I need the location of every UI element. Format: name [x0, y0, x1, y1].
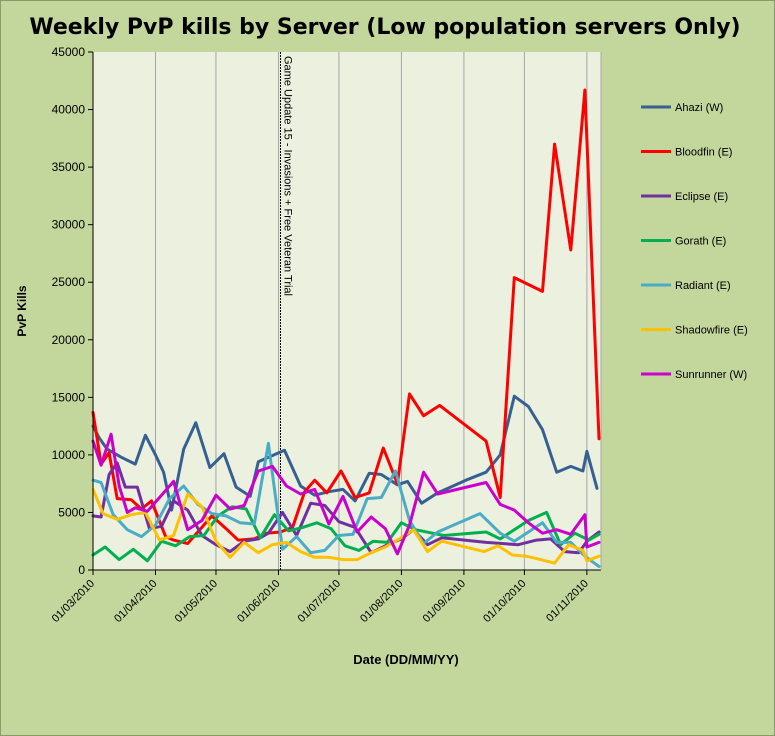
- legend-label-ahazi-w: Ahazi (W): [675, 102, 723, 114]
- y-tick-label: 45000: [52, 45, 86, 59]
- legend: Ahazi (W) Bloodfin (E) Eclipse (E) Gorath (…: [641, 102, 748, 381]
- legend-label-bloodfin-e: Bloodfin (E): [675, 147, 732, 159]
- series-group: [91, 88, 601, 568]
- legend-label-gorath-e: Gorath (E): [675, 236, 726, 248]
- y-tick-label: 30000: [52, 218, 86, 232]
- y-tick-label: 35000: [52, 160, 86, 174]
- legend-label-radiant-e: Radiant (E): [675, 280, 731, 292]
- series-line-radiant-e: [91, 441, 601, 568]
- y-tick-label: 15000: [52, 390, 86, 404]
- annotation-group: Game Update 15 - Invasions + Free Vetera…: [279, 52, 293, 570]
- legend-label-eclipse-e: Eclipse (E): [675, 191, 728, 203]
- series-line-sunrunner-w: [91, 432, 601, 556]
- legend-label-shadowfire-e: Shadowfire (E): [675, 325, 748, 337]
- legend-label-sunrunner-w: Sunrunner (W): [675, 369, 747, 381]
- y-tick-label: 40000: [52, 103, 86, 117]
- series-line-eclipse-e: [91, 461, 601, 555]
- y-tick-label: 20000: [52, 333, 86, 347]
- y-tick-label: 0: [78, 563, 85, 577]
- y-tick-label: 10000: [52, 448, 86, 462]
- series-line-shadowfire-e: [91, 487, 601, 565]
- series-line-gorath-e: [91, 505, 601, 563]
- y-tick-label: 5000: [58, 505, 85, 519]
- annotation-label: Game Update 15 - Invasions + Free Vetera…: [281, 56, 293, 296]
- y-axis-label: PvP Kills: [15, 285, 29, 336]
- series-line-ahazi-w: [91, 394, 599, 512]
- chart-title: Weekly PvP kills by Server (Low populati…: [29, 15, 740, 40]
- y-tick-label: 25000: [52, 275, 86, 289]
- x-axis-label: Date (DD/MM/YY): [353, 652, 458, 667]
- gridlines: [154, 52, 588, 570]
